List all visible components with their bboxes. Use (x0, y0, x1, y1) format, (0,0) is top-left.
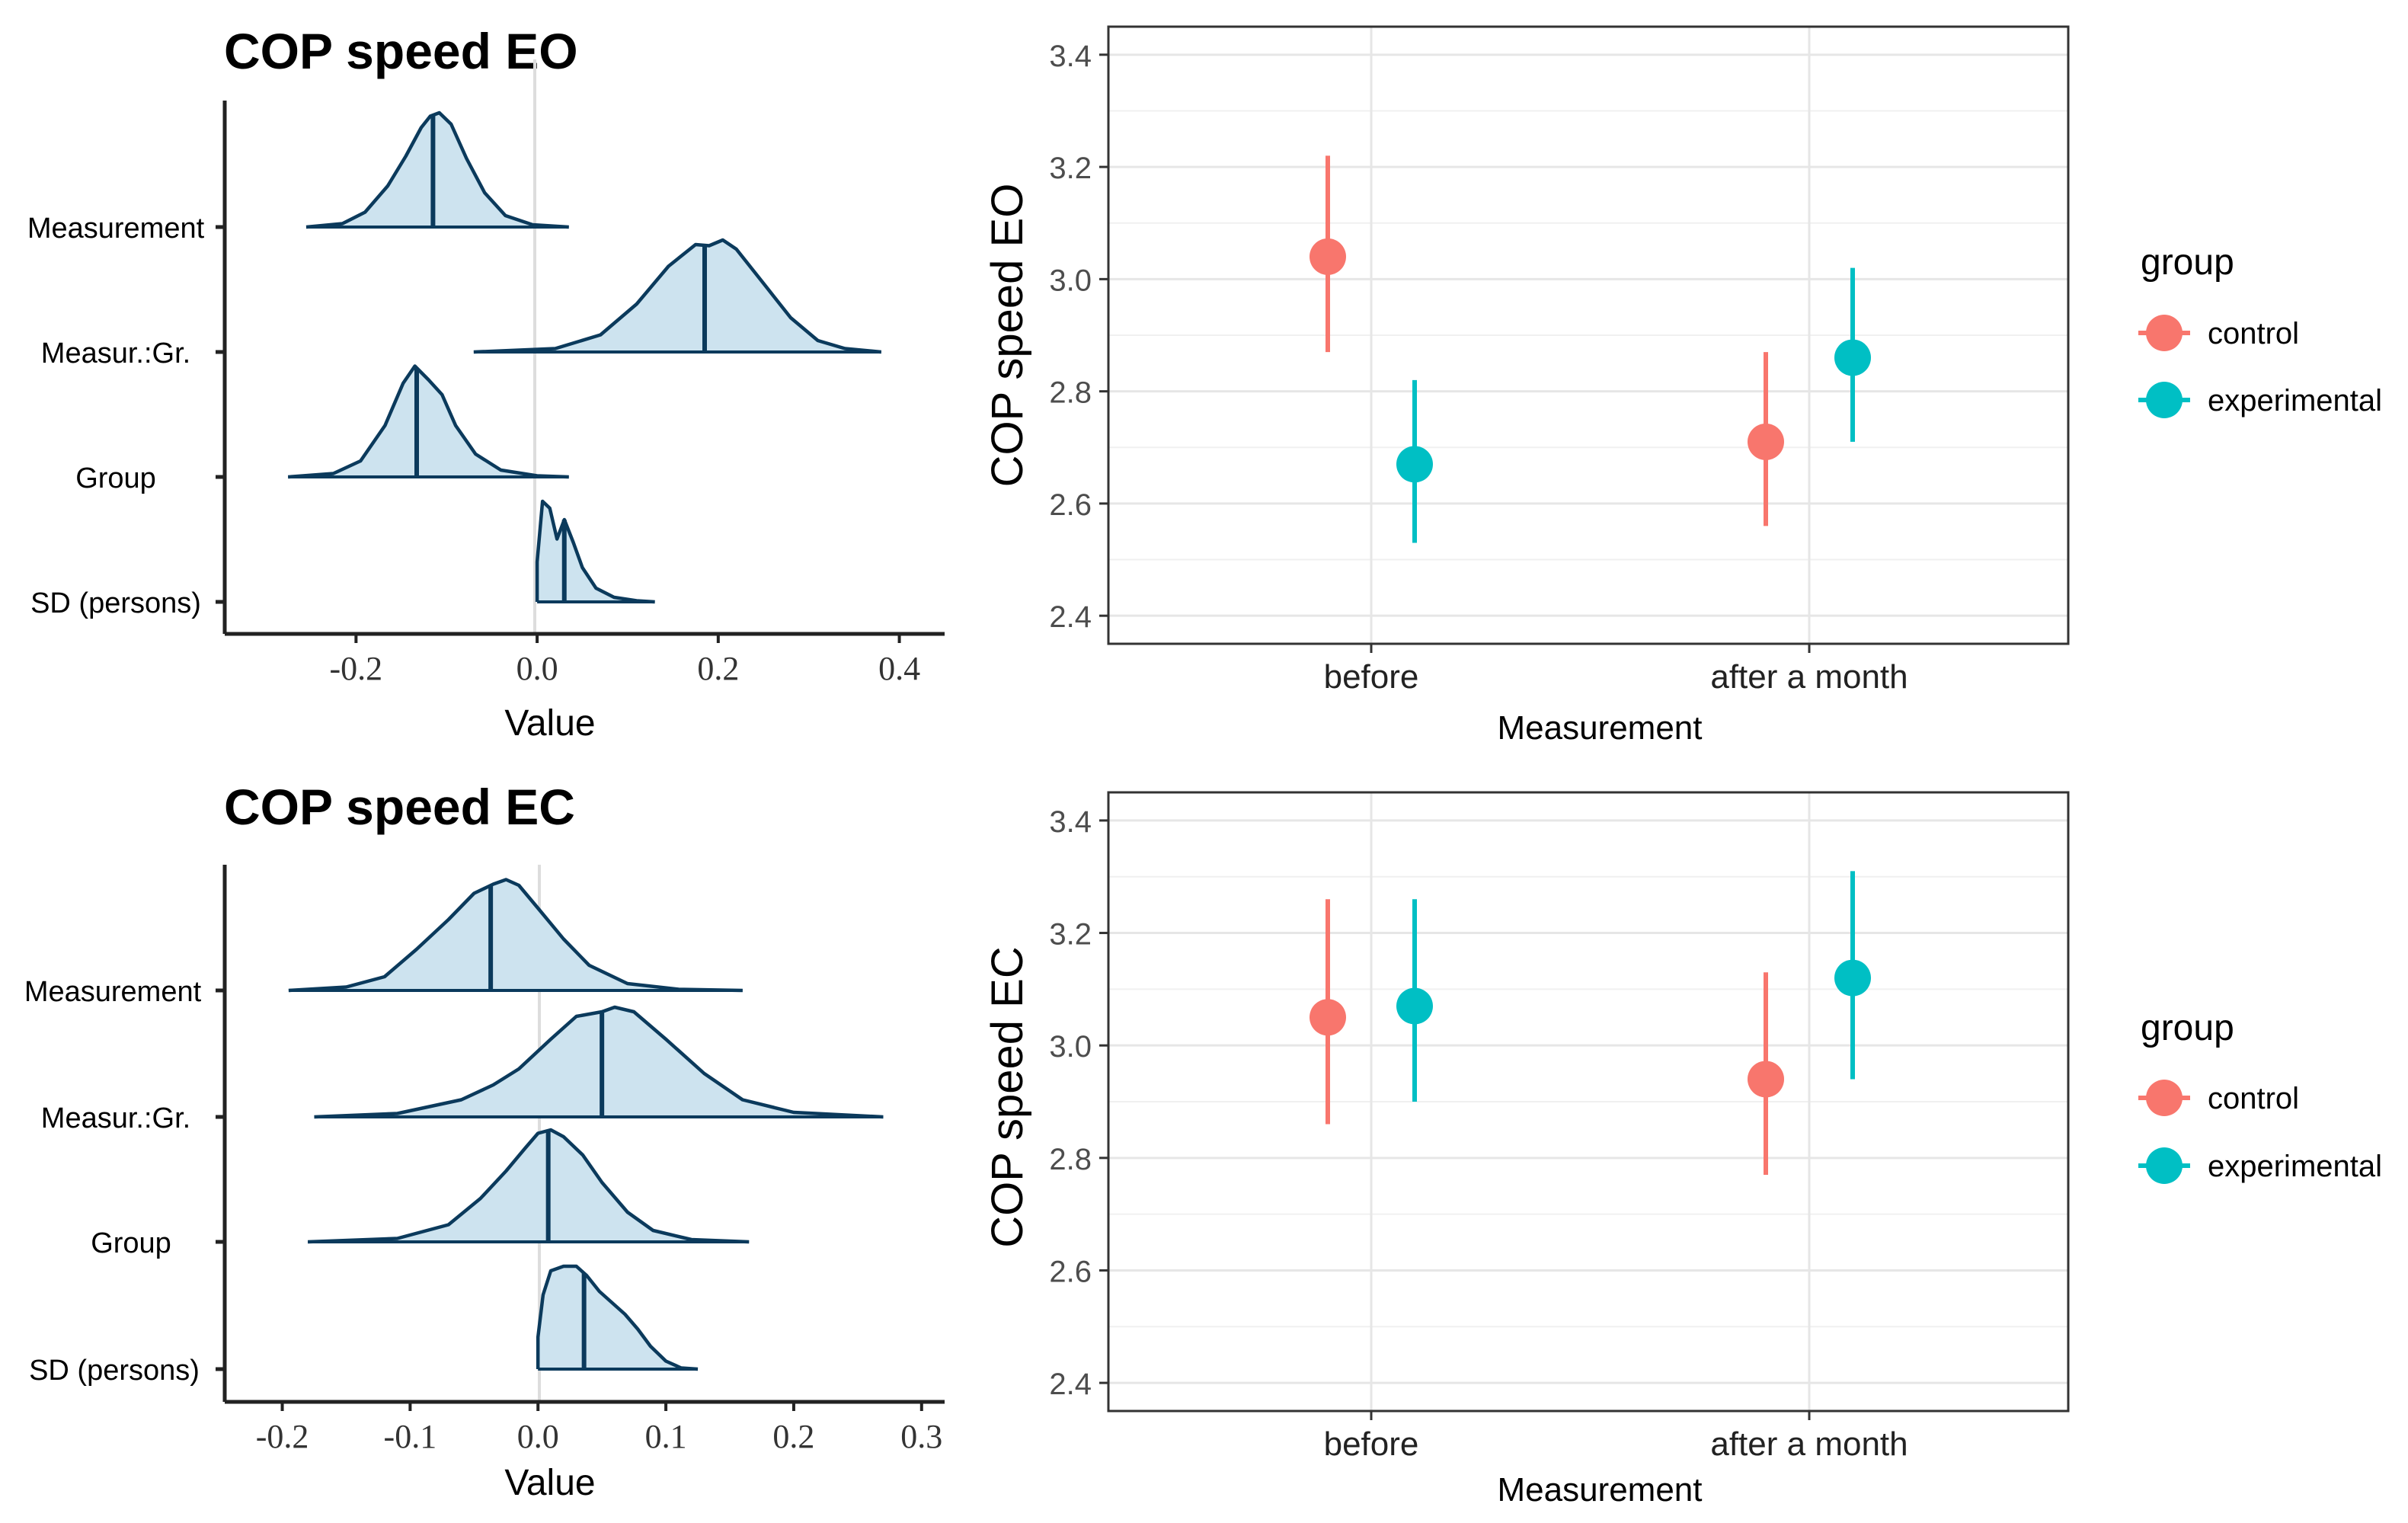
eo-density-area-measurement (306, 113, 569, 227)
eo-ytick-label-5: 3.4 (1049, 40, 1092, 73)
eo-legend-label-experimental: experimental (2208, 384, 2382, 418)
eo-point-control-before (1310, 238, 1346, 275)
eo-xtick-label-after-a-month: after a month (1710, 658, 1908, 696)
eo-point-experimental-before (1396, 446, 1433, 483)
ec-ytick-label-4: 3.2 (1049, 918, 1092, 952)
eo-xtick-label-0: -0.2 (330, 650, 383, 687)
eo-xtick-label-before: before (1324, 658, 1419, 696)
ec-density-area-sd-persons (538, 1266, 698, 1369)
ec-xtick-label-5: 0.3 (900, 1418, 942, 1455)
eo-ytick-label-0: 2.4 (1049, 600, 1092, 634)
ec-xtick-label-before: before (1324, 1425, 1419, 1463)
eo-density-curve-measur-gr (473, 238, 882, 354)
ec-density-row-labels: Measurement Measur.:Gr. Group SD (persons) (24, 976, 225, 1387)
eo-points-x-label: Measurement (1497, 709, 1702, 747)
ec-legend-label-control: control (2208, 1082, 2299, 1115)
ec-ytick-label-3: 3.0 (1049, 1030, 1092, 1064)
ec-density-curve-sd-persons (536, 1264, 699, 1371)
eo-points-ticks: 2.4 2.6 2.8 3.0 3.2 3.4 before after a month (1049, 40, 1908, 696)
eo-legend-label-control: control (2208, 317, 2299, 350)
ec-point-experimental-after-a-month (1834, 959, 1871, 997)
eo-xtick-label-1: 0.0 (516, 650, 558, 687)
ec-density-ticks: -0.2 -0.1 0.0 0.1 0.2 0.3 (256, 1402, 942, 1455)
eo-xtick-label-2: 0.2 (697, 650, 739, 687)
ec-xtick-label-1: -0.1 (384, 1418, 437, 1455)
eo-ytick-label-3: 3.0 (1049, 264, 1092, 297)
eo-density-shapes (288, 110, 882, 604)
eo-density-curve-measurement (305, 110, 569, 229)
eo-points-grid (1108, 27, 2068, 644)
ec-ytick-label-0: 2.4 (1049, 1368, 1092, 1401)
ec-legend-key-dot-experimental (2146, 1147, 2183, 1184)
eo-ytick-label-1: 2.6 (1049, 488, 1092, 522)
eo-legend-key-dot-experimental (2146, 382, 2183, 418)
ec-row-label-group: Group (91, 1227, 171, 1259)
eo-legend: group control experimental (2138, 242, 2382, 418)
eo-density-row-labels: Measurement Measur.:Gr. Group SD (persons) (27, 213, 225, 619)
ec-density-area-measurement (288, 879, 743, 990)
ec-xtick-label-after-a-month: after a month (1710, 1425, 1908, 1463)
eo-points-frame (1107, 25, 2070, 645)
eo-points-marks (1310, 155, 1871, 543)
eo-legend-title: group (2141, 242, 2234, 283)
eo-xtick-label-3: 0.4 (878, 650, 920, 687)
eo-row-label-group: Group (75, 462, 156, 494)
ec-points-marks (1310, 871, 1871, 1175)
ec-density-shapes (288, 878, 884, 1371)
eo-ytick-label-2: 2.8 (1049, 376, 1092, 410)
ec-density-title: COP speed EC (224, 779, 575, 835)
eo-density-x-label: Value (504, 703, 595, 744)
eo-legend-items: control experimental (2138, 315, 2382, 418)
ec-density-curve-measurement (288, 878, 743, 993)
ec-density-curve-group (308, 1128, 750, 1244)
ec-pointrange-panel: 2.4 2.6 2.8 3.0 3.2 3.4 before after a month CO… (983, 791, 2382, 1509)
eo-density-curve-sd-persons (535, 499, 655, 604)
eo-ytick-label-4: 3.2 (1049, 152, 1092, 185)
ec-points-y-label: COP speed EC (983, 946, 1032, 1247)
eo-points-y-label: COP speed EO (983, 184, 1032, 488)
ec-xtick-label-2: 0.0 (517, 1418, 559, 1455)
ec-ytick-label-1: 2.6 (1049, 1255, 1092, 1288)
ec-ytick-label-2: 2.8 (1049, 1143, 1092, 1176)
ec-legend-title: group (2141, 1008, 2234, 1048)
eo-density-curve-group (288, 364, 569, 479)
eo-legend-key-dot-control (2146, 315, 2183, 351)
eo-density-title: COP speed EO (224, 23, 578, 79)
eo-density-panel: COP speed EO -0.2 0.0 0.2 0.4 MeasurementMe… (27, 23, 945, 744)
ec-points-ticks: 2.4 2.6 2.8 3.0 3.2 3.4 before after a month (1049, 805, 1908, 1463)
ec-legend-label-experimental: experimental (2208, 1150, 2382, 1183)
ec-row-label-sd-persons: SD (persons) (29, 1355, 200, 1387)
ec-ytick-label-5: 3.4 (1049, 805, 1092, 839)
ec-points-frame (1107, 791, 2070, 1413)
eo-row-label-measurement: Measurement (27, 213, 205, 245)
ec-density-area-group (308, 1130, 750, 1242)
eo-row-label-sd-persons: SD (persons) (30, 587, 201, 619)
eo-density-ticks: -0.2 0.0 0.2 0.4 (330, 634, 920, 687)
eo-pointrange-panel: 2.4 2.6 2.8 3.0 3.2 3.4 before after a month CO… (983, 25, 2382, 747)
ec-points-grid (1108, 792, 2068, 1411)
ec-density-panel: COP speed EC -0.2 -0.1 0.0 0.1 0.2 0.3 Measur… (24, 779, 945, 1503)
eo-density-area-measur-gr (473, 240, 881, 352)
ec-row-label-measur-gr: Measur.:Gr. (41, 1102, 190, 1134)
eo-point-experimental-after-a-month (1834, 339, 1871, 376)
eo-density-area-group (288, 366, 569, 477)
ec-legend-items: control experimental (2138, 1080, 2382, 1184)
ec-point-control-after-a-month (1748, 1061, 1784, 1098)
eo-row-label-measur-gr: Measur.:Gr. (41, 338, 190, 370)
ec-density-area-measur-gr (314, 1007, 884, 1117)
ec-xtick-label-0: -0.2 (256, 1418, 309, 1455)
ec-density-x-label: Value (504, 1463, 595, 1503)
ec-legend: group control experimental (2138, 1008, 2382, 1184)
ec-point-control-before (1310, 999, 1346, 1036)
ec-row-label-measurement: Measurement (24, 976, 202, 1008)
eo-point-control-after-a-month (1748, 423, 1784, 460)
ec-xtick-label-3: 0.1 (645, 1418, 687, 1455)
ec-xtick-label-4: 0.2 (772, 1418, 814, 1455)
ec-legend-key-dot-control (2146, 1080, 2183, 1116)
ec-point-experimental-before (1396, 987, 1433, 1025)
ec-points-x-label: Measurement (1497, 1471, 1702, 1509)
